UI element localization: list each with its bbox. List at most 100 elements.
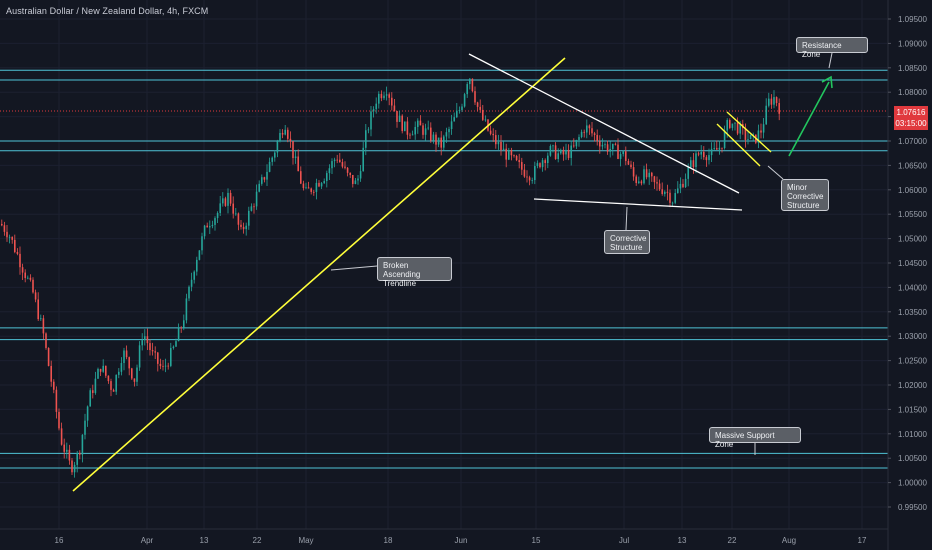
candle-body <box>526 176 528 178</box>
wedge-upper-line <box>468 53 740 194</box>
candle-body <box>539 163 541 168</box>
candle-body <box>37 299 39 320</box>
candle-body <box>466 84 468 95</box>
candle-body <box>450 121 453 130</box>
candle-body <box>3 225 6 232</box>
candle-body <box>726 120 728 131</box>
candle-body <box>773 97 775 105</box>
candle-body <box>700 151 702 155</box>
price-tick-label: 1.08500 <box>898 64 927 73</box>
candle-body <box>60 428 63 445</box>
candle-body <box>352 174 354 184</box>
candle-body <box>32 279 34 293</box>
candle-body <box>674 193 676 203</box>
candle-body <box>289 138 292 142</box>
candle-body <box>203 225 206 237</box>
candle-body <box>19 253 21 268</box>
candle-body <box>211 224 214 227</box>
candle-body <box>297 156 299 172</box>
candle-body <box>258 183 260 192</box>
candle-body <box>214 218 216 225</box>
candle-body <box>578 137 580 140</box>
candle-body <box>115 374 117 392</box>
candle-body <box>170 348 172 366</box>
broken-trendline-callout[interactable]: Broken Ascending Trendline <box>377 257 452 288</box>
candle-body <box>318 182 320 187</box>
candle-body <box>21 267 24 273</box>
candle-body <box>128 357 130 369</box>
candle-body <box>666 191 669 193</box>
candle-body <box>580 131 583 138</box>
candle-body <box>411 134 414 136</box>
candle-body <box>775 97 778 104</box>
candle-body <box>133 378 136 382</box>
candle-body <box>245 225 247 230</box>
candle-body <box>768 98 770 106</box>
candle-body <box>612 143 614 149</box>
candle-body <box>271 157 273 162</box>
corrective-structure-callout[interactable]: Corrective Structure <box>604 230 650 254</box>
candle-body <box>336 159 338 161</box>
candle-body <box>190 279 193 287</box>
candle-body <box>206 225 208 228</box>
candle-body <box>749 134 752 140</box>
massive-support-callout[interactable]: Massive Support Zone <box>709 427 801 449</box>
candle-body <box>731 123 734 128</box>
candle-body <box>154 351 156 353</box>
candle-body <box>588 125 591 129</box>
candle-body <box>653 176 656 183</box>
candle-body <box>492 133 494 136</box>
candle-body <box>326 173 328 182</box>
candle-body <box>383 95 385 99</box>
candle-body <box>458 109 461 111</box>
candle-body <box>250 206 253 211</box>
candle-body <box>510 150 513 156</box>
minor-corrective-callout[interactable]: Minor Corrective Structure <box>781 179 829 211</box>
price-tick-label: 1.03000 <box>898 332 927 341</box>
time-tick-label: Jul <box>619 536 629 545</box>
candle-body <box>599 141 601 147</box>
candle-body <box>164 365 167 367</box>
candle-body <box>531 180 533 181</box>
candle-body <box>362 147 364 172</box>
candle-body <box>94 378 97 393</box>
candle-body <box>658 183 661 190</box>
candle-body <box>185 298 188 321</box>
candle-body <box>159 363 162 367</box>
price-axis[interactable]: 1.095001.090001.085001.080001.075001.070… <box>887 0 927 550</box>
candle-body <box>518 160 520 163</box>
candle-body <box>216 213 219 219</box>
corrective-callout-pointer <box>625 206 628 231</box>
candle-body <box>268 161 271 172</box>
candle-body <box>414 126 416 135</box>
candle-body <box>619 153 622 159</box>
candle-body <box>354 180 357 184</box>
candle-body <box>385 94 388 96</box>
time-axis[interactable]: 16 Apr 13 22 May 18 Jun 15 Jul 13 22 Aug 17 <box>0 528 888 545</box>
time-tick-label: 16 <box>55 536 64 545</box>
candle-body <box>66 449 68 452</box>
candle-body <box>222 198 224 204</box>
candle-body <box>747 139 749 140</box>
candle-body <box>770 98 773 105</box>
candle-body <box>302 183 305 189</box>
candle-body <box>370 111 372 130</box>
price-tick-label: 1.01500 <box>898 405 927 414</box>
candle-body <box>567 149 570 158</box>
candle-body <box>380 93 383 99</box>
candle-body <box>53 381 55 390</box>
candle-body <box>456 110 458 118</box>
candle-body <box>40 318 42 320</box>
candle-body <box>476 102 479 107</box>
candle-body <box>716 148 718 150</box>
candle-body <box>45 333 47 348</box>
candle-body <box>430 127 432 141</box>
candle-body <box>11 236 13 240</box>
candle-body <box>489 130 492 134</box>
candle-body <box>79 453 81 455</box>
resistance-zone-callout[interactable]: Resistance Zone <box>796 37 868 59</box>
candle-body <box>508 150 510 160</box>
candle-body <box>378 93 380 104</box>
candle-body <box>404 121 406 132</box>
